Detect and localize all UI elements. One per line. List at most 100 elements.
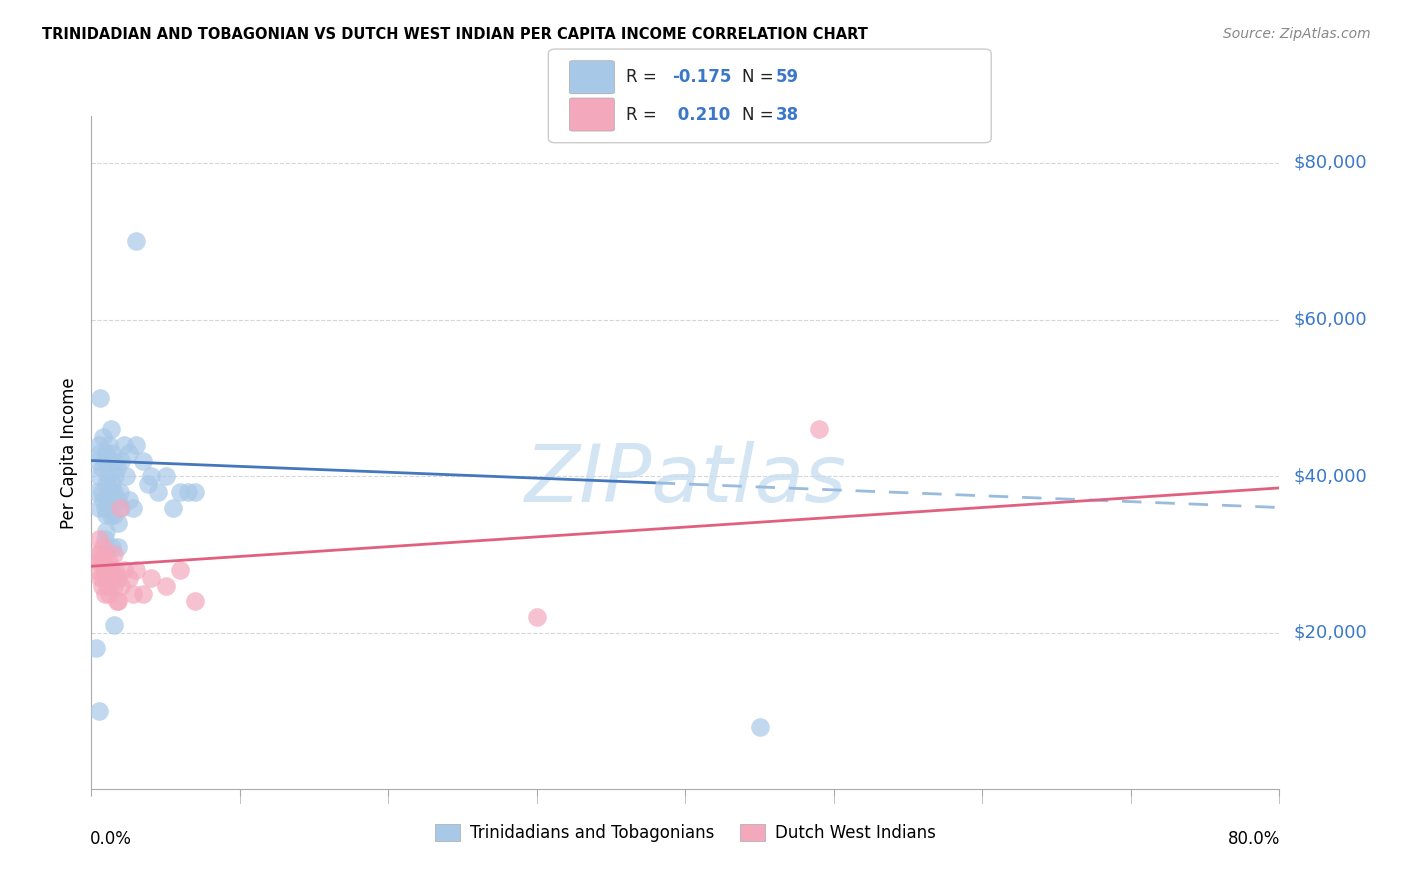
Point <box>117 446 139 460</box>
Point <box>97 579 120 593</box>
Point <box>90 484 112 499</box>
Point <box>84 563 107 577</box>
Point <box>101 571 124 585</box>
Point <box>100 422 122 436</box>
Legend: Trinidadians and Tobagonians, Dutch West Indians: Trinidadians and Tobagonians, Dutch West… <box>429 817 942 848</box>
Point <box>103 508 125 523</box>
Point <box>96 524 118 538</box>
Point <box>105 461 128 475</box>
Point <box>96 477 118 491</box>
Point <box>91 540 114 554</box>
Point <box>184 484 207 499</box>
Y-axis label: Per Capita Income: Per Capita Income <box>60 377 79 528</box>
Point <box>107 492 129 507</box>
Text: 80.0%: 80.0% <box>1229 830 1281 847</box>
Point <box>526 610 548 624</box>
Point <box>101 540 124 554</box>
Point <box>184 594 207 608</box>
Text: $80,000: $80,000 <box>1294 154 1367 172</box>
Point <box>100 508 122 523</box>
Text: $20,000: $20,000 <box>1294 624 1367 642</box>
Point <box>87 469 110 483</box>
Point <box>177 484 200 499</box>
Point <box>103 548 125 562</box>
Point <box>125 563 148 577</box>
Point <box>98 438 121 452</box>
Point <box>94 563 117 577</box>
Point <box>84 641 107 656</box>
Point <box>91 571 114 585</box>
Point <box>94 453 117 467</box>
Point <box>97 500 120 515</box>
Point <box>808 422 831 436</box>
Point <box>112 438 135 452</box>
Point <box>112 563 135 577</box>
Text: ZIPatlas: ZIPatlas <box>524 441 846 518</box>
Point <box>94 500 117 515</box>
Point <box>89 571 111 585</box>
Point <box>110 500 132 515</box>
Point <box>114 469 136 483</box>
Point <box>107 594 129 608</box>
Point <box>103 453 125 467</box>
Point <box>97 469 120 483</box>
Point <box>139 571 162 585</box>
Text: $40,000: $40,000 <box>1294 467 1367 485</box>
Point <box>98 555 121 569</box>
Point <box>91 430 114 444</box>
Point <box>90 579 112 593</box>
Point <box>94 532 117 546</box>
Point <box>162 500 184 515</box>
Point <box>86 548 108 562</box>
Point <box>110 579 132 593</box>
Point <box>104 563 127 577</box>
Point <box>101 446 124 460</box>
Point <box>107 540 129 554</box>
Point <box>96 446 118 460</box>
Point <box>84 484 107 499</box>
Text: N =: N = <box>742 69 779 87</box>
Point <box>155 469 177 483</box>
Point <box>89 548 111 562</box>
Point <box>96 571 118 585</box>
Point <box>96 548 118 562</box>
Point <box>125 234 148 248</box>
Point <box>122 500 145 515</box>
Text: 0.210: 0.210 <box>672 105 730 123</box>
Text: -0.175: -0.175 <box>672 69 731 87</box>
Point <box>110 453 132 467</box>
Point <box>148 484 170 499</box>
Point <box>90 461 112 475</box>
Point <box>87 555 110 569</box>
Point <box>94 587 117 601</box>
Point <box>89 391 111 405</box>
Text: $60,000: $60,000 <box>1294 310 1367 328</box>
Point <box>136 477 159 491</box>
Point <box>169 563 191 577</box>
Point <box>103 579 125 593</box>
Point <box>98 587 121 601</box>
Point <box>139 469 162 483</box>
Point <box>89 446 111 460</box>
Point <box>108 500 131 515</box>
Point <box>105 594 128 608</box>
Point <box>103 484 125 499</box>
Point <box>101 477 124 491</box>
Text: 0.0%: 0.0% <box>90 830 132 847</box>
Point <box>87 500 110 515</box>
Text: N =: N = <box>742 105 779 123</box>
Point <box>91 492 114 507</box>
Point <box>155 579 177 593</box>
Point <box>96 508 118 523</box>
Point <box>122 587 145 601</box>
Text: 59: 59 <box>776 69 799 87</box>
Text: R =: R = <box>626 105 662 123</box>
Text: TRINIDADIAN AND TOBAGONIAN VS DUTCH WEST INDIAN PER CAPITA INCOME CORRELATION CH: TRINIDADIAN AND TOBAGONIAN VS DUTCH WEST… <box>42 27 868 42</box>
Text: Source: ZipAtlas.com: Source: ZipAtlas.com <box>1223 27 1371 41</box>
Point <box>100 563 122 577</box>
Point <box>108 484 131 499</box>
Point <box>107 516 129 531</box>
Point <box>87 704 110 718</box>
Point <box>87 532 110 546</box>
Point <box>117 492 139 507</box>
